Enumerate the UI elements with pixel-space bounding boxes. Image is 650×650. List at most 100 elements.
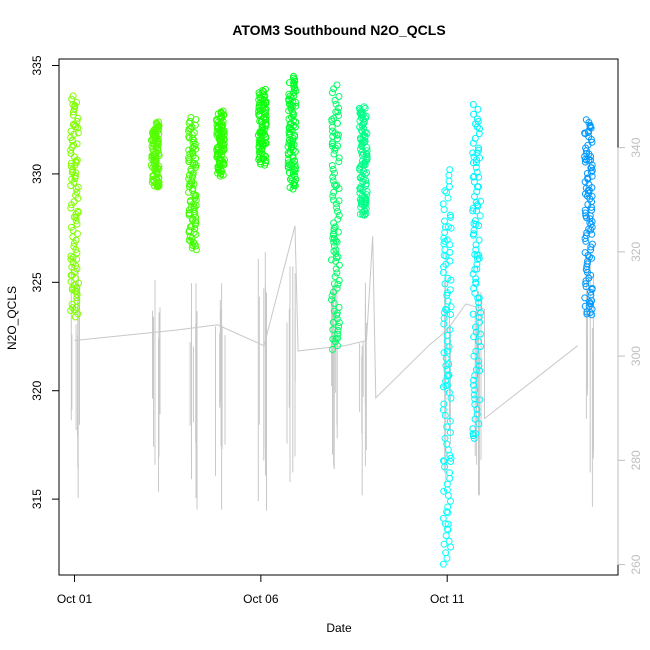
data-point [73,230,81,238]
data-point [72,157,80,165]
data-point [446,183,453,191]
data-point [475,130,483,138]
data-point [73,284,81,291]
data-point [476,154,484,162]
data-point [470,376,478,384]
data-point [473,260,481,268]
data-point [219,107,227,115]
data-point [335,211,343,219]
data-point [68,300,76,308]
x-axis-label: Date [326,621,352,635]
data-point [587,168,595,176]
data-point [473,188,481,196]
data-point [328,89,336,97]
data-point [442,305,449,313]
data-point [362,150,370,158]
data-point [73,98,81,106]
data-point [190,180,198,188]
data-point [475,338,483,346]
data-point [446,257,454,265]
data-point [472,366,480,374]
data-point [360,103,368,111]
data-point [440,487,448,495]
data-point [476,396,484,404]
data-point [476,125,483,133]
data-point [73,249,81,257]
data-cluster [185,114,200,254]
data-point [363,129,371,137]
data-point [475,313,483,321]
data-point [582,280,590,288]
data-point [290,79,297,87]
data-point [67,271,75,279]
data-point [333,81,341,89]
data-point [330,219,338,227]
data-point [220,136,228,144]
data-point [190,229,198,236]
data-point [67,223,75,231]
data-point [292,164,299,172]
data-point [446,248,454,256]
data-point [329,165,337,173]
data-point [470,226,478,234]
data-point [74,129,82,137]
data-point [68,95,76,103]
data-point [442,382,450,390]
data-point [335,277,343,284]
y-tick-label: 315 [30,489,44,509]
data-point [444,194,452,202]
data-point [358,139,366,146]
data-cluster [327,81,343,353]
data-point [330,280,338,288]
data-point [585,189,593,197]
data-point [586,212,594,220]
y2-axis: 260 280 300 320 340 [617,137,643,575]
data-point [444,503,452,511]
data-point [285,124,293,132]
data-point [73,265,81,273]
data-point [287,103,295,111]
data-point [469,207,477,215]
data-cluster [213,107,228,180]
data-point [72,185,80,193]
data-point [330,188,338,196]
data-point [469,149,477,157]
data-point [284,162,292,170]
data-point [470,178,478,186]
data-point [75,279,82,287]
data-point [443,331,451,339]
data-point [446,211,454,219]
data-point [587,156,594,164]
data-point [329,142,336,150]
data-point [447,303,455,311]
data-point [290,72,297,80]
data-point [469,101,477,108]
data-point [356,184,364,192]
data-point [155,118,162,126]
data-points-layer [67,72,596,568]
data-point [192,196,200,204]
data-point [357,183,365,191]
y2-tick-label: 280 [629,450,643,470]
data-point [472,323,479,331]
data-cluster [284,72,300,193]
data-point [329,139,336,146]
data-point [358,151,366,159]
data-point [185,154,193,162]
data-point [475,222,483,229]
data-point [473,201,481,209]
data-point [189,238,197,246]
data-point [189,169,197,177]
data-point [475,304,483,312]
data-point [472,159,480,167]
data-point [472,246,480,254]
data-point [328,116,336,123]
data-point [581,249,589,257]
data-point [473,168,481,176]
data-point [287,101,295,109]
data-point [443,236,451,244]
data-point [334,208,341,215]
data-point [584,174,592,182]
data-point [476,367,484,375]
data-point [447,394,455,402]
